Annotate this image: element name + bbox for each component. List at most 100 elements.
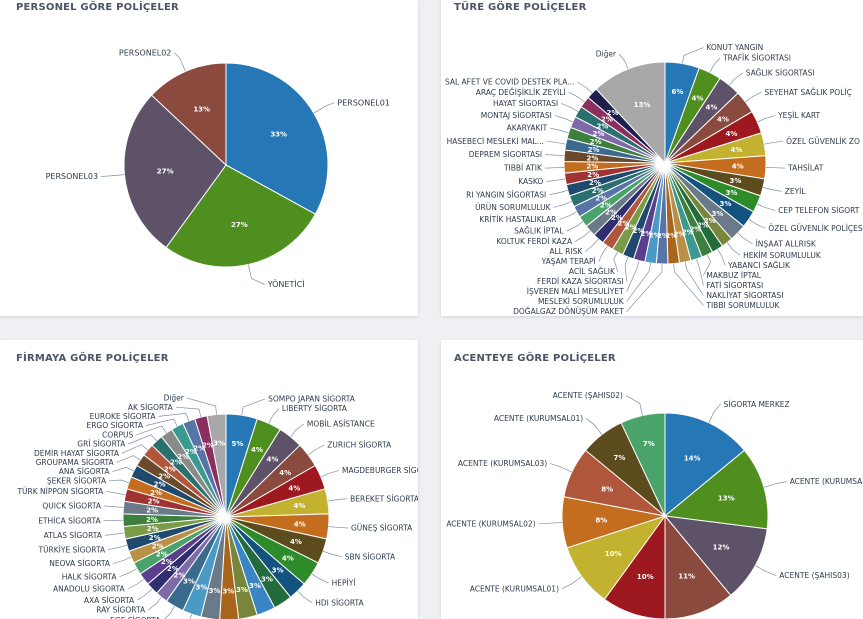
- acente-pie-chart[interactable]: 14%13%12%11%10%10%8%8%7%7%SİGORTA MERKEZ…: [441, 340, 863, 619]
- label-leader-line: [673, 263, 704, 306]
- label-leader-line: [313, 102, 335, 114]
- slice-percent-label: 2%: [593, 130, 605, 138]
- ture-pie-chart[interactable]: 6%4%4%4%4%4%4%3%3%3%3%2%2%2%2%2%2%2%2%2%…: [441, 0, 863, 316]
- slice-category-label: FERDİ KAZA SİGORTASI: [537, 277, 624, 286]
- label-leader-line: [546, 140, 566, 145]
- slice-category-label: TÜRK NİPPON SİGORTA: [16, 487, 104, 496]
- slice-percent-label: 3%: [236, 586, 248, 594]
- label-leader-line: [550, 127, 569, 134]
- slice-percent-label: 2%: [704, 217, 716, 225]
- slice-category-label: ANA SİGORTA: [59, 467, 111, 476]
- slice-percent-label: 33%: [270, 130, 287, 138]
- pie-slice-sigorta-merkez[interactable]: [664, 412, 746, 518]
- slice-percent-label: 2%: [193, 444, 205, 452]
- slice-percent-label: 4%: [290, 538, 302, 546]
- pie-slice-yonetici[interactable]: [165, 164, 317, 268]
- label-leader-line: [175, 406, 202, 418]
- slice-category-label: CORPUS: [102, 430, 133, 439]
- acente-card-title: ACENTEYE GÖRE POLİÇELER: [454, 353, 616, 364]
- slice-percent-label: 3%: [183, 578, 195, 586]
- slice-category-label: ACİL SAĞLIK: [569, 267, 616, 276]
- label-leader-line: [121, 444, 149, 454]
- slice-percent-label: 2%: [601, 116, 613, 124]
- slice-percent-label: 2%: [625, 224, 637, 232]
- slice-category-label: ZEYİL: [785, 187, 807, 196]
- pie-slice-diger[interactable]: [595, 61, 666, 165]
- label-leader-line: [585, 238, 599, 252]
- label-leader-line: [145, 418, 178, 427]
- label-leader-line: [112, 556, 132, 564]
- label-leader-line: [108, 544, 127, 551]
- pie-slices: [561, 412, 769, 619]
- label-leader-line: [626, 260, 640, 292]
- slice-percent-label: 3%: [261, 575, 273, 583]
- firma-pie-chart[interactable]: 5%4%4%4%4%4%4%4%4%3%3%3%3%3%3%3%3%2%2%2%…: [0, 340, 418, 619]
- slice-percent-label: 2%: [158, 473, 170, 481]
- slice-category-label: GROUPAMA SİGORTA: [36, 458, 115, 467]
- pie-slices: [122, 413, 330, 619]
- label-leader-line: [765, 167, 786, 169]
- slice-category-label: KOLTUK FERDİ KAZA: [496, 237, 573, 246]
- slice-category-labels: PERSONEL01 YÖNETİCİ PERSONEL03 PERSONEL02: [46, 48, 390, 289]
- pie-slice-slice-12[interactable]: [225, 516, 258, 619]
- slice-category-label: KRİTİK HASTALIKLAR: [479, 215, 556, 224]
- label-leader-line: [737, 232, 753, 245]
- slice-percent-label: 13%: [634, 101, 651, 109]
- personel-pie-chart[interactable]: 33% 27% 27% 13% PERSONEL01 YÖNETİCİ PERSONEL03…: [0, 0, 418, 316]
- label-leader-line: [549, 189, 568, 196]
- slice-percent-label: 2%: [150, 489, 162, 497]
- slice-category-label: RAY SİGORTA: [96, 606, 146, 615]
- slice-percent-label: 4%: [726, 130, 738, 138]
- slice-percent-label: 2%: [588, 146, 600, 154]
- slice-percent-label: 27%: [231, 221, 248, 229]
- slice-percent-label: 3%: [213, 440, 225, 448]
- slice-percent-label: 4%: [730, 146, 742, 154]
- slice-percent-label: 10%: [605, 550, 622, 558]
- slice-category-label: TIBBİ ATIK: [503, 164, 543, 173]
- slice-category-label: GÜNEŞ SİGORTA: [351, 524, 413, 533]
- label-leader-line: [186, 397, 217, 415]
- slice-percent-label: 8%: [601, 485, 613, 493]
- label-leader-line: [717, 249, 726, 266]
- slice-category-label: İNŞAAT ALLRISK: [756, 240, 817, 249]
- slice-category-labels: SİGORTA MERKEZ ACENTE (KURUMSA ACENTE (ŞAH…: [446, 391, 863, 593]
- slice-category-label: ŞEKER SİGORTA: [47, 476, 107, 485]
- slice-category-label: ÖZEL GÜVENLİK POLİÇES: [768, 224, 863, 233]
- label-leader-line: [106, 491, 126, 496]
- slice-category-label: AXA SİGORTA: [84, 596, 135, 605]
- slice-category-label: DOĞALGAZ DÖNÜŞÜM PAKET: [513, 307, 624, 316]
- slice-percent-label: 2%: [649, 232, 661, 240]
- slice-category-label: ACENTE (KURUMSAL03): [458, 459, 547, 468]
- slice-percent-label: 2%: [152, 542, 164, 550]
- slice-percent-label: 4%: [294, 520, 306, 528]
- slice-category-label: MESLEKİ SORUMLULUK: [538, 297, 625, 306]
- slice-percent-label: 2%: [148, 498, 160, 506]
- pie-slice-diger[interactable]: [206, 413, 227, 518]
- label-leader-line: [137, 588, 153, 601]
- slice-percent-label: 2%: [146, 507, 158, 515]
- slice-category-label: HEKİM SORUMLULUK: [743, 251, 822, 260]
- label-leader-line: [696, 258, 704, 286]
- slice-category-label: QUICK SİGORTA: [42, 502, 101, 511]
- slice-percent-label: 2%: [697, 222, 709, 230]
- slice-percent-label: 7%: [643, 440, 655, 448]
- slice-category-label: MOBİL ASİSTANCE: [307, 420, 375, 429]
- pie-slice-personel03[interactable]: [123, 94, 227, 249]
- slice-percent-label: 8%: [595, 517, 607, 525]
- pie-slice-acente-sahis03[interactable]: [663, 515, 768, 597]
- slice-percent-labels: 5%4%4%4%4%4%4%4%4%3%3%3%3%3%3%3%3%2%2%2%…: [146, 440, 306, 596]
- slice-percent-label: 4%: [267, 456, 279, 464]
- label-leader-line: [560, 103, 579, 113]
- slice-percent-label: 3%: [272, 567, 284, 575]
- acente-card: ACENTEYE GÖRE POLİÇELER 14% 13% 12% 11% 10% 1…: [441, 340, 863, 619]
- slice-percent-label: 2%: [682, 229, 694, 237]
- slice-category-label: PERSONEL03: [46, 172, 99, 181]
- slice-category-label: İŞVEREN MALİ MESULİYET: [527, 287, 624, 296]
- slice-percent-label: 2%: [156, 551, 168, 559]
- label-leader-line: [553, 200, 572, 208]
- slice-category-label: BEREKET SİGORTA: [350, 494, 418, 503]
- slice-percent-label: 3%: [222, 588, 234, 596]
- slice-category-label: SEYEHAT SAĞLIK POLİÇ: [764, 88, 851, 97]
- slice-category-label: SAĞLIK SİGORTASI: [746, 68, 815, 77]
- slice-category-label: EUROKE SİGORTA: [90, 412, 157, 421]
